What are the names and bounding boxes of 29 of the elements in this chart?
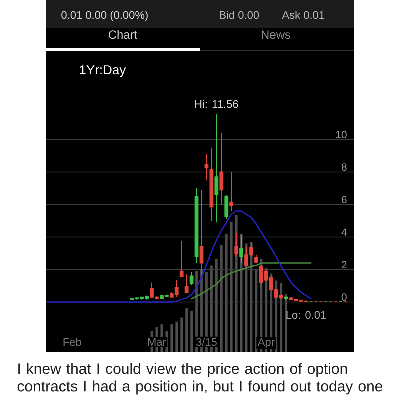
text: 0.01 0.00 (0.00%) [62,11,148,22]
bar [230,222,233,352]
bar [176,322,178,352]
bar [285,294,288,352]
y-tick-label: 8 [342,164,347,172]
y-tick-label: 0 [342,294,347,302]
bar [220,245,223,352]
text: I knew that I could view the price action of option contracts I had a position in, but I found out today one [18,363,383,395]
y-tick-label: 6 [342,196,347,204]
text: News [262,30,291,40]
text: Ask 0.01 [282,11,324,20]
text: Bid 0.00 [220,11,260,20]
bar [225,234,228,352]
x-tick-label: Feb [64,338,82,346]
bar [170,324,174,352]
annotation: Lo: 0.01 [286,311,326,320]
annotation: Hi: 11.56 [195,100,238,108]
text: Chart [108,30,138,40]
x-tick-label: Mar [148,338,166,346]
x-tick-label: Apr [258,338,275,348]
bar [280,284,283,352]
bar [190,310,193,352]
text: 1Yr:Day [80,66,126,78]
y-tick-label: 4 [342,228,347,236]
y-tick-label: 10 [336,131,347,139]
bar [180,318,184,352]
bar [186,308,188,352]
x-tick-label: 3/15 [196,338,217,346]
y-tick-label: 2 [342,261,347,269]
